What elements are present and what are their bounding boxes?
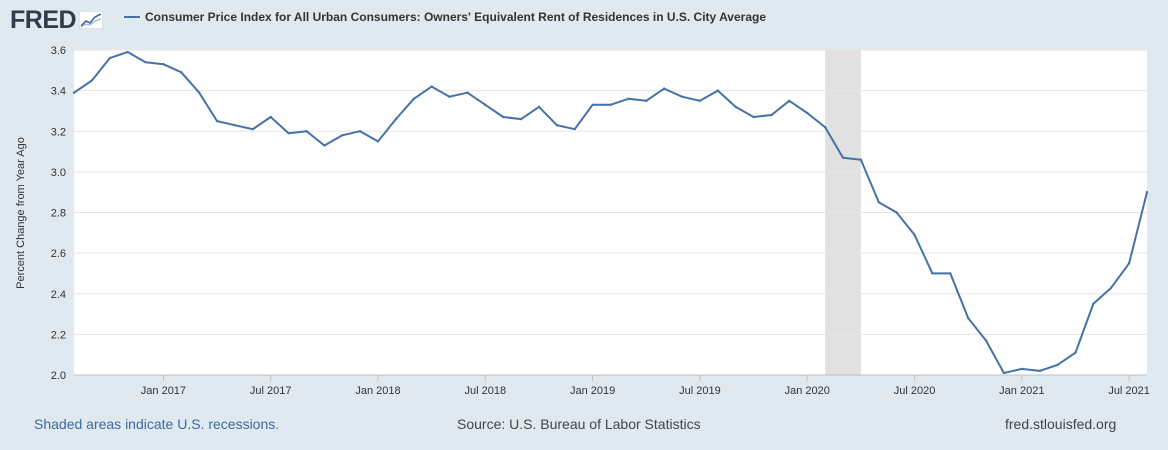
site-link[interactable]: fred.stlouisfed.org (1005, 416, 1117, 432)
data-point (430, 85, 433, 88)
data-point (734, 105, 737, 109)
data-point (698, 99, 702, 102)
data-point (1020, 367, 1024, 371)
data-point (341, 134, 344, 137)
data-point (448, 95, 451, 98)
y-tick-label: 3.6 (51, 45, 66, 57)
x-tick-label: Jan 2018 (355, 385, 400, 397)
data-point (394, 117, 398, 121)
data-point (806, 111, 809, 115)
chart-legend: Consumer Price Index for All Urban Consu… (124, 10, 766, 24)
data-point (287, 132, 290, 135)
data-point (841, 156, 845, 159)
data-point (627, 97, 630, 100)
x-tick-label: Jan 2021 (999, 385, 1044, 397)
recession-note[interactable]: Shaded areas indicate U.S. recessions. (34, 416, 280, 432)
fred-logo[interactable]: FRED (10, 5, 104, 34)
y-tick-label: 2.4 (51, 289, 66, 301)
data-point (931, 272, 934, 275)
data-point (466, 91, 469, 94)
data-point (716, 89, 719, 92)
data-point (1074, 351, 1077, 354)
y-axis-label: Percent Change from Year Ago (15, 137, 27, 289)
data-point (72, 91, 76, 94)
series-layer (72, 50, 1149, 375)
data-point (519, 117, 523, 121)
data-point (555, 123, 559, 127)
data-point (1038, 369, 1041, 373)
data-point (251, 128, 255, 131)
chart-title: Consumer Price Index for All Urban Consu… (145, 10, 767, 24)
data-point (1145, 190, 1149, 194)
y-tick-label: 3.0 (51, 167, 66, 179)
data-point (1002, 371, 1006, 375)
y-tick-label: 2.0 (51, 370, 66, 382)
data-point (573, 128, 576, 131)
x-tick-label: Jul 2021 (1108, 385, 1150, 397)
data-point (358, 130, 362, 133)
data-point (645, 99, 648, 102)
data-point (484, 103, 487, 107)
data-point (859, 158, 863, 161)
data-point (984, 339, 988, 342)
data-point (108, 56, 111, 60)
data-point (966, 316, 970, 320)
data-point (376, 140, 380, 143)
data-point (770, 113, 773, 117)
data-point (126, 50, 129, 54)
y-tick-label: 3.4 (51, 86, 66, 98)
x-tick-label: Jul 2017 (250, 385, 292, 397)
x-tick-label: Jan 2019 (570, 385, 615, 397)
y-tick-label: 2.2 (51, 329, 66, 341)
data-point (609, 103, 612, 107)
x-tick-label: Jul 2018 (465, 385, 507, 397)
data-point (1056, 363, 1059, 367)
y-tick-label: 3.2 (51, 126, 66, 138)
data-point (269, 115, 272, 119)
data-point (162, 63, 165, 66)
data-point (1110, 286, 1113, 289)
x-tick-label: Jan 2017 (141, 385, 186, 397)
y-tick-label: 2.6 (51, 248, 66, 260)
data-point (502, 115, 505, 119)
legend-swatch (124, 16, 140, 18)
data-point (233, 123, 237, 127)
data-point (537, 105, 541, 109)
fred-logo-graph-icon (79, 11, 104, 29)
source-note: Source: U.S. Bureau of Labor Statistics (457, 416, 701, 432)
fred-logo-text: FRED (10, 5, 77, 34)
data-point (90, 79, 94, 82)
data-point (913, 233, 916, 237)
data-point (823, 125, 827, 129)
data-point (662, 87, 666, 90)
data-point (1092, 302, 1095, 306)
axis-layer: 2.0 2.2 2.4 2.6 2.8 3.0 3.2 3.4 3.6 Jan 2017 Jul 2… (51, 45, 1150, 397)
data-point (197, 91, 201, 94)
data-point (1127, 262, 1131, 265)
data-point (752, 115, 755, 119)
y-tick-label: 2.8 (51, 208, 66, 220)
data-point (877, 201, 880, 204)
data-point (144, 60, 147, 64)
x-tick-label: Jul 2020 (894, 385, 936, 397)
data-point (305, 130, 308, 133)
data-point (680, 95, 684, 98)
data-point (949, 272, 952, 275)
data-point (180, 71, 183, 74)
data-point (323, 144, 326, 147)
data-point (215, 119, 219, 123)
chart-area: 2.0 2.2 2.4 2.6 2.8 3.0 3.2 3.4 3.6 Jan 2017 Jul 2… (15, 45, 1150, 397)
x-tick-label: Jul 2019 (679, 385, 721, 397)
data-point (591, 103, 594, 107)
data-point (412, 97, 415, 100)
data-point (895, 211, 898, 214)
x-tick-label: Jan 2020 (785, 385, 830, 397)
data-point (788, 99, 791, 102)
